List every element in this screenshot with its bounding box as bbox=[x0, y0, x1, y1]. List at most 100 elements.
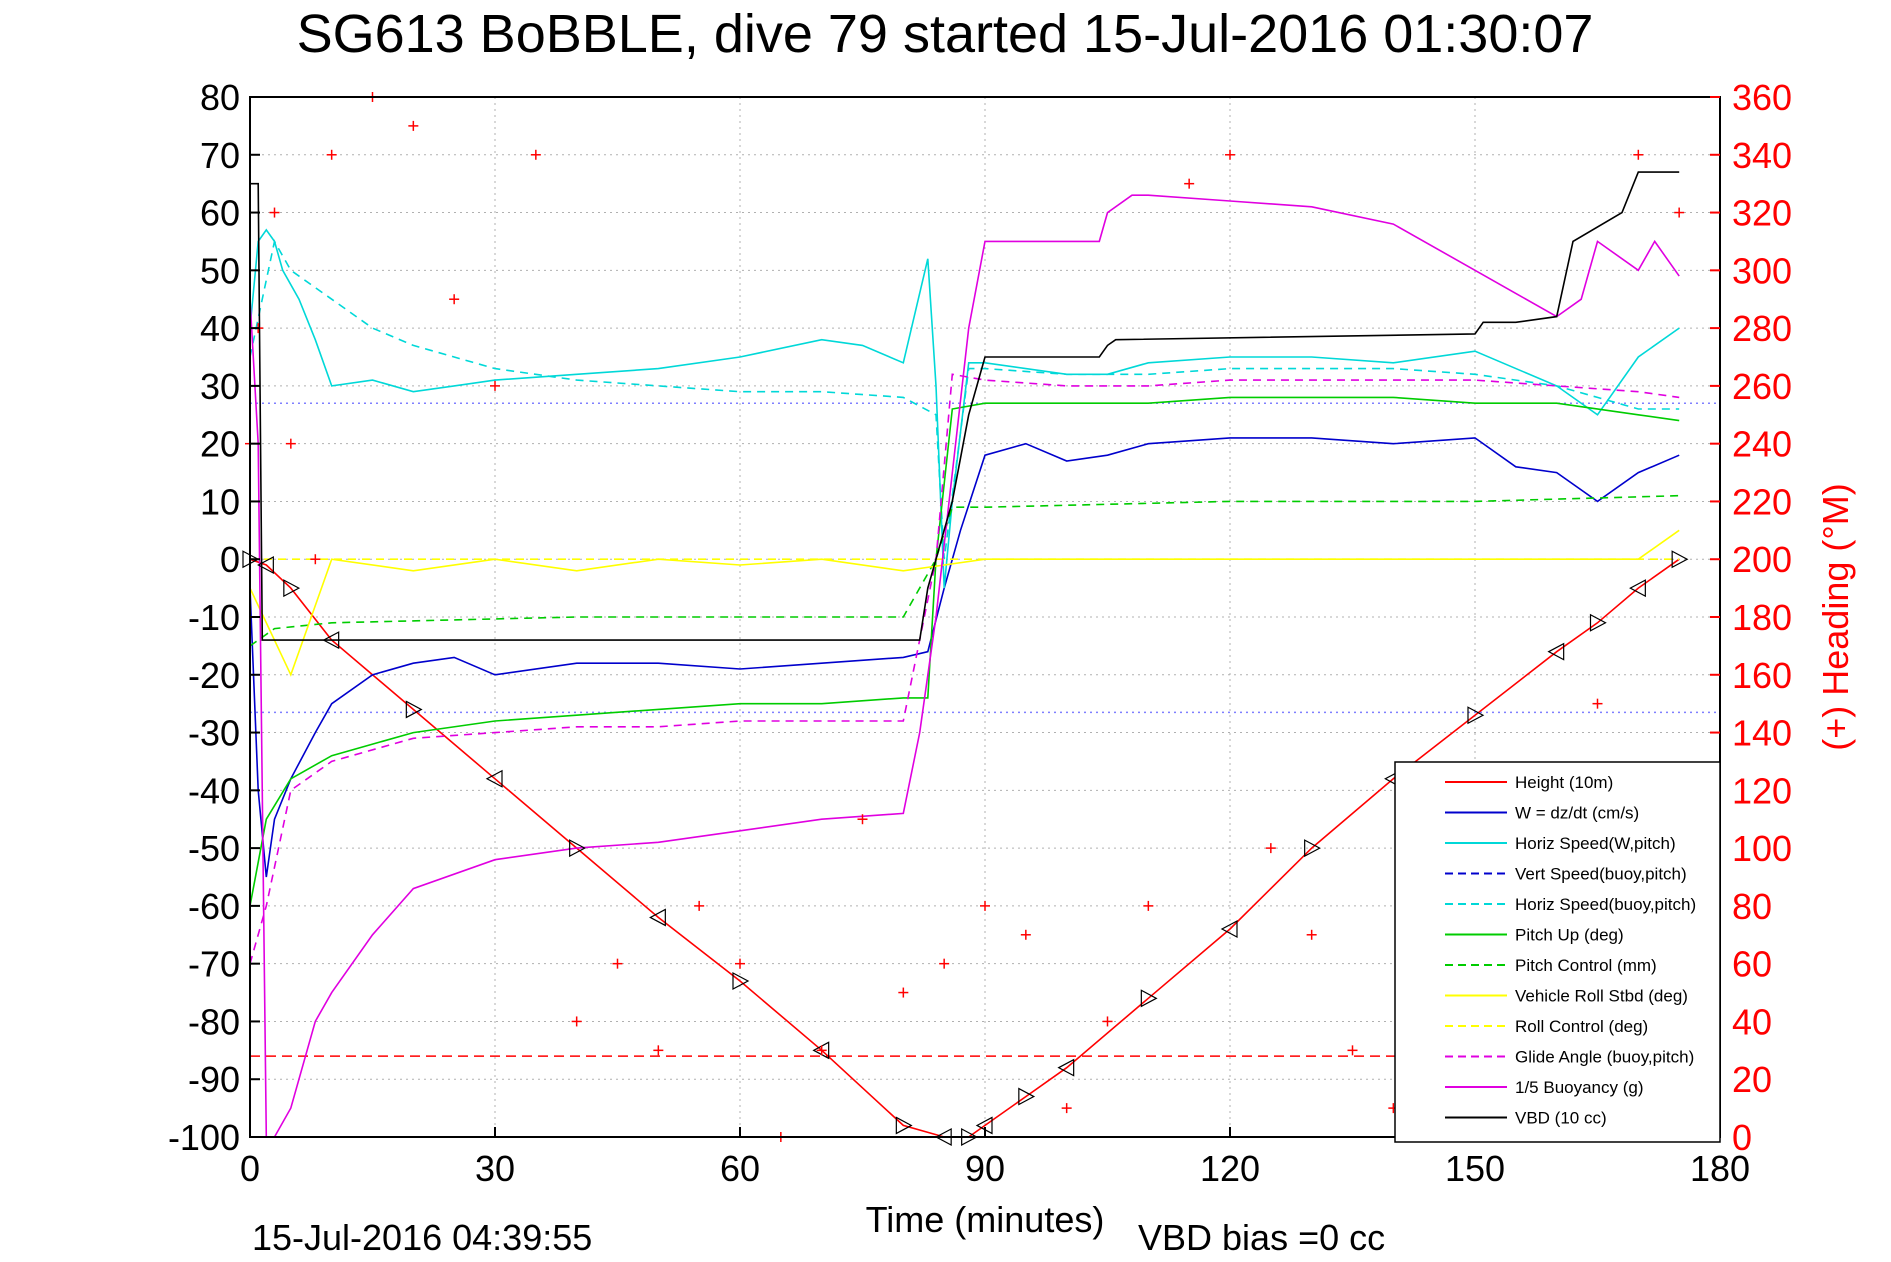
y2-tick-label: 100 bbox=[1732, 828, 1792, 869]
heading-point bbox=[1674, 207, 1685, 218]
x-ticks: 0 30 60 90 120 150 180 bbox=[240, 1127, 1750, 1189]
heading-point bbox=[408, 120, 419, 131]
y-ticks: 80 70 60 50 40 30 20 10 0 -10 -20 -30 -40 -50 -60 -70 -8… bbox=[168, 77, 260, 1158]
y2-tick-label: 320 bbox=[1732, 193, 1792, 234]
height-triangle-marker bbox=[1140, 989, 1158, 1008]
heading-point bbox=[653, 1045, 664, 1056]
series-line-w bbox=[249, 437, 1680, 878]
vbd-bias: VBD bias =0 cc bbox=[1138, 1217, 1385, 1258]
height-triangle-marker bbox=[569, 839, 586, 858]
heading-point bbox=[816, 1045, 827, 1056]
y2-tick-label: 260 bbox=[1732, 366, 1792, 407]
heading-point bbox=[1225, 149, 1235, 160]
legend-label: 1/5 Buoyancy (g) bbox=[1515, 1078, 1644, 1097]
y2-tick-label: 280 bbox=[1732, 308, 1792, 349]
height-triangle-marker bbox=[1018, 1087, 1036, 1106]
y-tick-label: 50 bbox=[200, 250, 240, 291]
legend-label: VBD (10 cc) bbox=[1515, 1109, 1607, 1128]
heading-point bbox=[571, 1016, 582, 1027]
height-triangle-marker bbox=[895, 1116, 913, 1135]
y2-tick-label: 200 bbox=[1732, 539, 1792, 580]
y2-tick-label: 140 bbox=[1732, 713, 1792, 754]
series-line-vbd bbox=[250, 171, 1680, 641]
heading-point bbox=[612, 958, 623, 969]
legend-label: W = dz/dt (cm/s) bbox=[1515, 804, 1639, 823]
heading-point bbox=[269, 207, 280, 218]
x-tick-label: 180 bbox=[1690, 1148, 1750, 1189]
height-triangle-marker bbox=[1547, 642, 1565, 661]
heading-point bbox=[694, 900, 705, 911]
y-tick-label: -80 bbox=[188, 1001, 240, 1042]
height-triangle-marker bbox=[1467, 706, 1485, 725]
y-tick-label: -100 bbox=[168, 1117, 240, 1158]
height-triangle-marker bbox=[1629, 579, 1646, 598]
y2-tick-label: 40 bbox=[1732, 1001, 1772, 1042]
heading-point bbox=[1633, 149, 1644, 160]
y-tick-label: -90 bbox=[188, 1059, 240, 1100]
footer-timestamp: 15-Jul-2016 04:39:55 bbox=[252, 1217, 592, 1258]
y2-tick-label: 300 bbox=[1732, 250, 1792, 291]
markers-layer bbox=[242, 92, 1689, 1146]
y2-tick-label: 360 bbox=[1732, 77, 1792, 118]
series-line-buoy bbox=[249, 194, 1680, 1138]
y-tick-label: 70 bbox=[200, 135, 240, 176]
height-triangle-marker bbox=[1220, 920, 1238, 938]
legend-label: Height (10m) bbox=[1515, 773, 1613, 792]
heading-point bbox=[1020, 929, 1031, 940]
y2-ticks: 360 340 320 300 280 260 240 220 200 180 160 140 120 1… bbox=[1710, 77, 1792, 1158]
series-line-pitch_ctl bbox=[249, 494, 1680, 647]
height-triangle-marker bbox=[1304, 839, 1321, 858]
heading-point bbox=[449, 294, 460, 305]
series-line-hspeed bbox=[249, 228, 1680, 589]
y2-tick-label: 160 bbox=[1732, 655, 1792, 696]
y-tick-label: 0 bbox=[220, 539, 240, 580]
x-tick-label: 150 bbox=[1445, 1148, 1505, 1189]
y-tick-label: -60 bbox=[188, 886, 240, 927]
legend-box bbox=[1394, 761, 1721, 1143]
y2-tick-label: 220 bbox=[1732, 481, 1792, 522]
heading-point bbox=[1347, 1045, 1358, 1056]
legend-label: Pitch Up (deg) bbox=[1515, 926, 1624, 945]
legend-label: Glide Angle (buoy,pitch) bbox=[1515, 1048, 1694, 1067]
heading-point bbox=[1592, 698, 1603, 709]
y2-tick-label: 120 bbox=[1732, 770, 1792, 811]
heading-point bbox=[490, 380, 500, 391]
heading-point bbox=[326, 149, 337, 160]
height-triangle-marker bbox=[649, 908, 666, 927]
height-triangle-marker bbox=[1057, 1058, 1075, 1077]
heading-point bbox=[530, 149, 541, 160]
x-tick-label: 60 bbox=[720, 1148, 760, 1189]
y2-axis-label: (+) Heading (°M) bbox=[1815, 483, 1856, 750]
heading-point bbox=[898, 987, 909, 998]
y2-tick-label: 240 bbox=[1732, 424, 1792, 465]
height-triangle-marker bbox=[1589, 613, 1607, 632]
y-tick-label: 30 bbox=[200, 366, 240, 407]
x-tick-label: 30 bbox=[475, 1148, 515, 1189]
heading-point bbox=[735, 958, 745, 969]
height-triangle-marker bbox=[322, 631, 340, 650]
y-tick-label: -50 bbox=[188, 828, 240, 869]
height-triangle-marker bbox=[732, 972, 750, 990]
height-triangle-marker bbox=[257, 556, 274, 574]
y2-tick-label: 80 bbox=[1732, 886, 1772, 927]
y2-tick-label: 20 bbox=[1732, 1059, 1772, 1100]
heading-point bbox=[1061, 1103, 1072, 1114]
legend-label: Horiz Speed(W,pitch) bbox=[1515, 834, 1676, 853]
heading-point bbox=[310, 554, 321, 565]
y-tick-label: 20 bbox=[200, 424, 240, 465]
heading-point bbox=[1306, 929, 1317, 940]
height-triangle-marker bbox=[405, 700, 423, 719]
heading-point bbox=[857, 814, 868, 825]
heading-point bbox=[939, 958, 950, 969]
y-tick-label: -30 bbox=[188, 713, 240, 754]
heading-point bbox=[285, 438, 296, 449]
y-tick-label: 10 bbox=[200, 481, 240, 522]
y2-tick-label: 180 bbox=[1732, 597, 1792, 638]
series-line-hspeed_buoy bbox=[249, 239, 1680, 560]
legend-label: Vehicle Roll Stbd (deg) bbox=[1515, 987, 1688, 1006]
y2-tick-label: 340 bbox=[1732, 135, 1792, 176]
heading-point bbox=[1265, 843, 1276, 854]
y-tick-label: -40 bbox=[188, 770, 240, 811]
y-tick-label: 80 bbox=[200, 77, 240, 118]
